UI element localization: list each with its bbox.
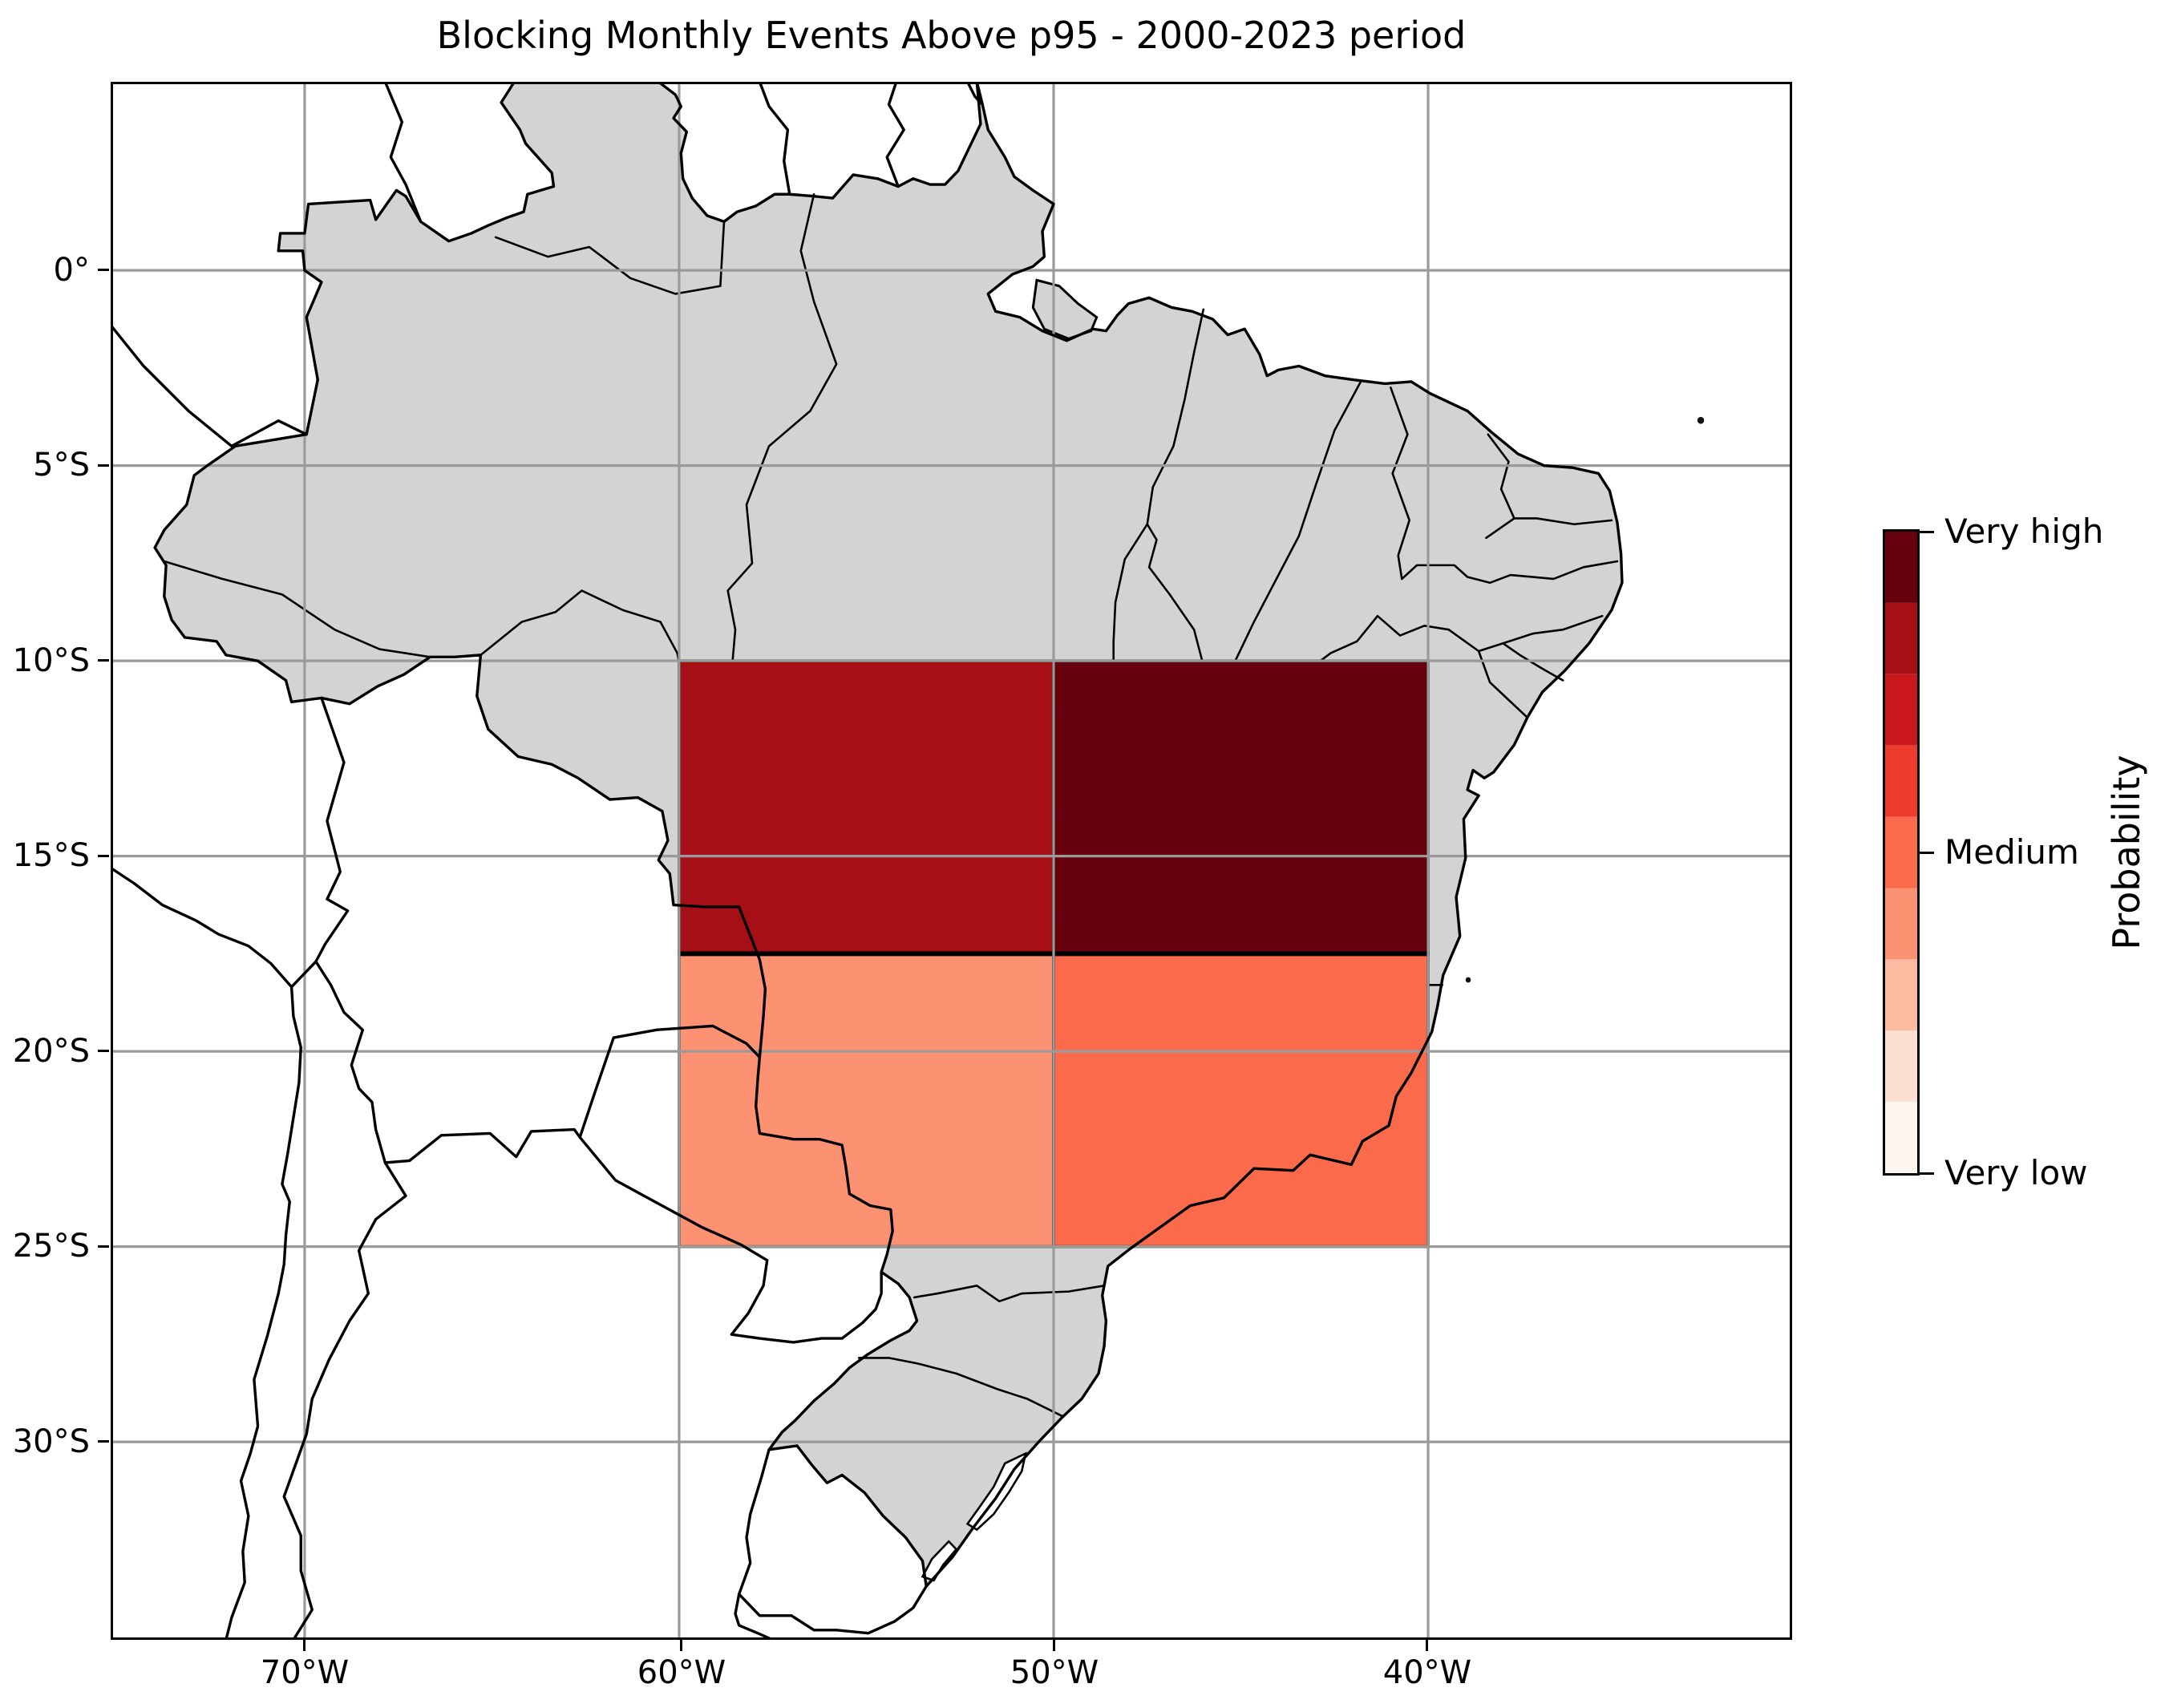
cbar-seg-very-low <box>1885 1102 1917 1173</box>
lat-label-30s: 30°S <box>12 1423 90 1460</box>
cbar-seg-very-high <box>1885 532 1917 603</box>
colorbar <box>1883 529 1920 1176</box>
lat-tick-10s <box>98 659 109 662</box>
cell-high-60w50w-10s17s <box>679 661 1054 953</box>
lat-label-25s: 25°S <box>12 1228 90 1265</box>
cbar-seg-7 <box>1885 674 1917 746</box>
cbar-label-very-high: Very high <box>1944 512 2104 551</box>
cbar-seg-8 <box>1885 602 1917 674</box>
lon-label-60w: 60°W <box>637 1654 726 1691</box>
cbar-label-very-low: Very low <box>1944 1153 2088 1192</box>
graticule <box>111 82 1792 1640</box>
cbar-tick-very-low <box>1920 1172 1934 1175</box>
cbar-seg-3 <box>1885 959 1917 1031</box>
state-borders <box>164 194 1617 1416</box>
lat-tick-0 <box>98 269 109 271</box>
cbar-label-medium: Medium <box>1944 832 2079 872</box>
cell-medium-50w40w-17s25s <box>1054 953 1428 1246</box>
lat-tick-20s <box>98 1050 109 1052</box>
lat-label-20s: 20°S <box>12 1033 90 1070</box>
lon-label-40w: 40°W <box>1382 1654 1472 1691</box>
lat-tick-15s <box>98 855 109 857</box>
cbar-seg-medium <box>1885 816 1917 888</box>
lon-tick-40w <box>1426 1640 1428 1651</box>
lat-label-15s: 15°S <box>12 837 90 874</box>
lat-tick-25s <box>98 1245 109 1248</box>
islands <box>1465 416 1705 983</box>
lon-tick-50w <box>1053 1640 1055 1651</box>
cbar-seg-6 <box>1885 745 1917 817</box>
coastlines-country-borders <box>111 82 1622 1640</box>
map-canvas <box>111 82 1792 1640</box>
lon-tick-70w <box>303 1640 306 1651</box>
cbar-tick-medium <box>1920 852 1934 854</box>
cell-veryhigh-50w40w-10s17s <box>1054 661 1428 953</box>
abrolhos-dot <box>1465 977 1471 983</box>
cbar-seg-2 <box>1885 1030 1917 1103</box>
cbar-seg-4 <box>1885 888 1917 960</box>
colorbar-axis-label: Probability <box>2105 755 2148 950</box>
page-title: Blocking Monthly Events Above p95 - 2000… <box>436 14 1467 57</box>
lat-tick-30s <box>98 1440 109 1443</box>
lon-label-50w: 50°W <box>1010 1654 1099 1691</box>
lat-label-5s: 5°S <box>33 447 90 484</box>
lon-tick-60w <box>680 1640 682 1651</box>
lon-label-70w: 70°W <box>260 1654 350 1691</box>
south-america-map <box>111 82 1792 1640</box>
lat-label-0: 0° <box>53 252 90 289</box>
cbar-tick-very-high <box>1920 531 1934 533</box>
fernando-de-noronha-dot <box>1697 416 1705 424</box>
lat-label-10s: 10°S <box>12 642 90 679</box>
lat-tick-5s <box>98 464 109 467</box>
